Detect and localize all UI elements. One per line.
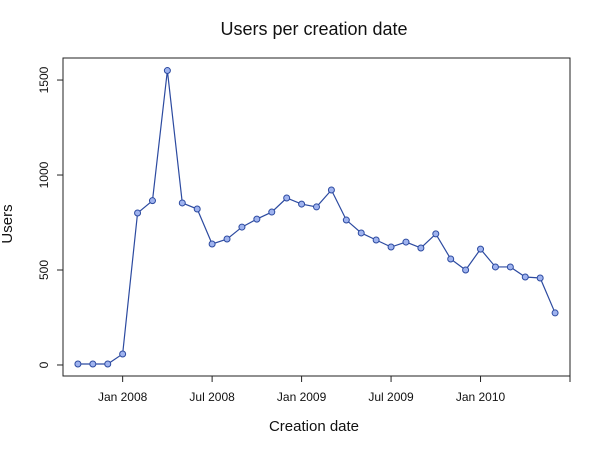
point [119,350,127,358]
point [74,360,82,368]
point [298,200,306,208]
y-tick-label: 500 [37,260,51,280]
point [178,199,186,207]
point [89,360,97,368]
point [432,230,440,238]
plot-frame [62,57,571,377]
y-axis-title: Users [0,204,16,243]
point [342,216,350,224]
x-tick-label: Jan 2008 [98,390,148,404]
point [536,274,544,282]
x-tick-label: Jul 2008 [189,390,235,404]
point [283,194,291,202]
point [193,205,201,213]
point [253,215,261,223]
point [402,238,410,246]
y-tick-label: 0 [37,361,51,368]
y-tick-label: 1000 [37,161,51,188]
point [134,209,142,217]
x-tick-label: Jul 2009 [368,390,414,404]
y-tick-label: 1500 [37,66,51,93]
point [462,266,470,274]
point [506,263,514,271]
point [163,67,171,75]
point [477,245,485,253]
point [238,223,246,231]
point [521,273,529,281]
point [447,255,455,263]
series-line [77,70,556,365]
x-axis-title: Creation date [269,418,359,435]
point [357,229,365,237]
point [387,243,395,251]
point [223,235,231,243]
point [104,360,112,368]
point [372,236,380,244]
point [417,244,425,252]
point [491,263,499,271]
point [327,186,335,194]
point [148,197,156,205]
point [313,203,320,211]
point [268,208,276,216]
chart-title: Users per creation date [220,19,407,39]
point [208,240,216,248]
point [551,309,559,317]
x-tick-label: Jan 2010 [456,390,506,404]
x-tick-label: Jan 2009 [277,390,327,404]
